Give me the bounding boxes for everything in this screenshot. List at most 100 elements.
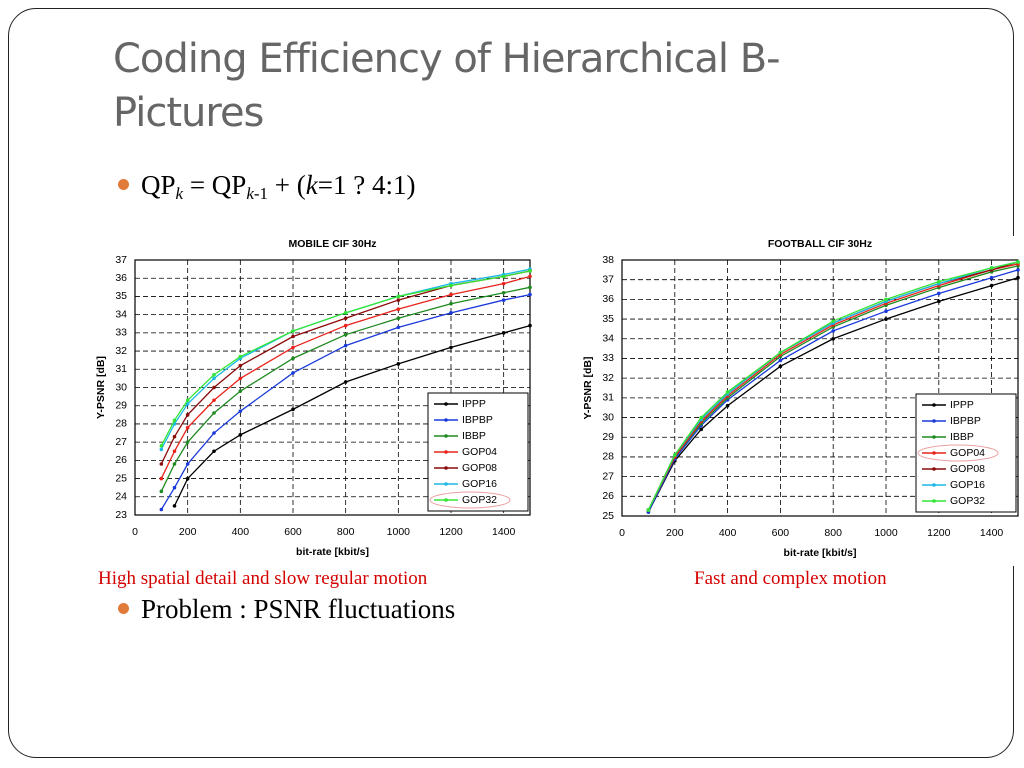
data-point	[1016, 260, 1020, 264]
legend-marker	[444, 498, 448, 502]
data-point	[449, 301, 453, 306]
data-point	[291, 329, 295, 333]
chart-title: FOOTBALL CIF 30Hz	[768, 238, 872, 250]
y-tick-label: 36	[602, 293, 614, 305]
data-point	[501, 274, 506, 279]
y-tick-label: 25	[115, 472, 127, 484]
data-point	[501, 290, 506, 295]
data-point	[172, 485, 177, 490]
legend-marker	[932, 419, 936, 423]
data-point	[528, 274, 532, 279]
y-tick-label: 26	[115, 454, 127, 466]
data-point	[291, 371, 295, 375]
data-point	[291, 356, 295, 361]
data-point	[172, 418, 177, 423]
legend-marker	[932, 467, 936, 471]
y-tick-label: 36	[115, 272, 127, 284]
data-point	[528, 292, 532, 297]
x-tick-label: 600	[772, 527, 790, 539]
legend-label: IPPP	[462, 398, 486, 410]
legend-marker	[444, 482, 448, 486]
data-point	[778, 358, 783, 363]
plot-frame	[134, 259, 531, 516]
data-point	[989, 275, 994, 280]
data-point	[343, 323, 348, 328]
text: = QP	[183, 170, 247, 200]
data-point	[396, 294, 401, 299]
y-tick-label: 27	[602, 470, 614, 482]
x-tick-label: 1400	[980, 527, 1004, 539]
data-point	[212, 376, 216, 381]
data-point	[778, 364, 783, 369]
data-point	[159, 476, 164, 481]
caption: High spatial detail and slow regular mot…	[98, 568, 428, 589]
y-tick-label: 26	[602, 490, 614, 502]
legend-marker	[932, 435, 936, 439]
data-point	[185, 413, 190, 417]
data-point	[212, 411, 216, 415]
legend-marker	[444, 450, 448, 454]
data-point	[159, 447, 164, 452]
data-point	[396, 298, 401, 302]
series-line	[173, 324, 531, 507]
data-point	[449, 283, 453, 288]
highlight-ellipse	[917, 444, 999, 462]
y-tick-label: 33	[602, 352, 614, 364]
x-axis-label: bit-rate [kbit/s]	[296, 546, 369, 558]
data-point	[937, 291, 941, 296]
y-tick-label: 31	[602, 392, 614, 404]
text: QP	[141, 170, 176, 200]
text: k	[175, 184, 184, 203]
data-point	[646, 508, 651, 512]
data-point	[699, 415, 703, 420]
data-point	[291, 407, 295, 412]
data-point	[725, 403, 730, 408]
data-point	[212, 431, 216, 435]
data-point	[343, 311, 348, 315]
data-point	[238, 354, 243, 359]
text: Problem : PSNR fluctuations	[141, 594, 456, 624]
data-point	[528, 323, 532, 328]
legend-label: IBBP	[462, 430, 486, 442]
data-point	[159, 507, 164, 512]
legend-label: GOP32	[950, 495, 985, 507]
y-tick-label: 32	[115, 345, 127, 357]
legend-label: GOP16	[950, 479, 985, 491]
y-tick-label: 28	[602, 451, 614, 463]
data-point	[185, 476, 190, 481]
legend-marker	[932, 451, 936, 455]
bullet: Problem : PSNR fluctuations	[118, 594, 455, 625]
data-point	[238, 389, 243, 393]
y-tick-label: 23	[115, 509, 127, 521]
data-point	[238, 376, 243, 381]
y-tick-label: 27	[115, 436, 127, 448]
legend-marker	[444, 418, 448, 422]
data-point	[291, 334, 295, 339]
y-tick-label: 29	[115, 399, 127, 411]
y-tick-label: 31	[115, 363, 127, 375]
y-tick-label: 37	[602, 273, 614, 285]
data-point	[343, 316, 348, 321]
data-point	[1016, 275, 1020, 280]
y-axis-label: Y-PSNR [dB]	[582, 357, 594, 420]
x-tick-label: 1200	[927, 527, 951, 539]
y-tick-label: 32	[602, 372, 614, 384]
text: k	[246, 184, 254, 203]
x-tick-label: 1000	[387, 526, 411, 538]
data-point	[185, 440, 190, 444]
data-point	[172, 504, 177, 508]
x-tick-label: 600	[284, 526, 302, 538]
legend-label: GOP16	[462, 478, 497, 490]
x-tick-label: 200	[179, 526, 197, 538]
text: -1	[253, 184, 269, 203]
x-tick-label: 1200	[439, 526, 463, 538]
data-point	[673, 453, 677, 457]
legend-marker	[932, 499, 936, 503]
x-tick-label: 1400	[492, 526, 516, 538]
y-tick-label: 38	[602, 254, 614, 266]
series-line	[647, 261, 1019, 511]
legend-label: GOP08	[462, 462, 497, 474]
x-tick-label: 800	[824, 527, 842, 539]
y-tick-label: 28	[115, 418, 127, 430]
